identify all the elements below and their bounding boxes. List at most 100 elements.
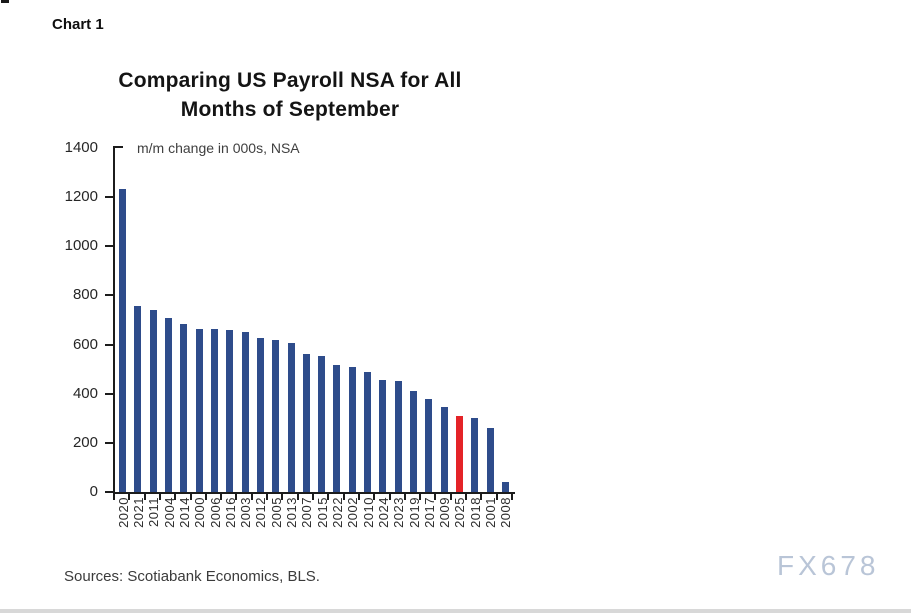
x-axis-tick — [250, 494, 253, 500]
bar-2013 — [287, 343, 295, 492]
x-axis-tick — [128, 494, 131, 500]
y-axis-tick — [105, 343, 113, 346]
x-axis-tick — [143, 494, 146, 500]
bar-2015 — [318, 356, 326, 492]
bar-2012 — [256, 338, 264, 492]
bar-2017 — [425, 399, 433, 492]
x-axis-label-2012: 2012 — [253, 497, 269, 528]
x-axis-tick — [204, 494, 207, 500]
x-axis-label-2011: 2011 — [146, 497, 162, 527]
bar-2005 — [272, 340, 280, 492]
x-axis-tick — [403, 494, 406, 500]
chart-title-line-2: Months of September — [180, 98, 400, 121]
x-axis-tick — [113, 494, 115, 500]
y-axis-label: 1000 — [64, 237, 98, 255]
bar-2020 — [119, 189, 127, 492]
x-axis-tick — [220, 494, 223, 500]
x-axis-tick — [357, 494, 360, 500]
bar-2016 — [226, 330, 234, 492]
x-axis-label-2004: 2004 — [161, 497, 177, 528]
y-axis-tick — [105, 491, 113, 493]
x-axis-tick — [342, 494, 345, 500]
y-axis-label: 1200 — [64, 188, 98, 206]
x-axis-label-2019: 2019 — [406, 497, 422, 528]
x-axis-tick — [296, 494, 299, 500]
x-axis-label-2007: 2007 — [299, 497, 315, 528]
x-axis-label-2023: 2023 — [391, 497, 407, 528]
x-axis-label-2015: 2015 — [314, 497, 330, 528]
x-axis-tick — [373, 494, 376, 500]
bar-2008 — [501, 482, 509, 492]
bottom-divider — [0, 609, 911, 613]
x-axis-tick — [511, 494, 513, 500]
y-axis-tick — [105, 392, 113, 395]
x-axis-label-2003: 2003 — [238, 497, 254, 528]
y-axis-label: 800 — [72, 286, 98, 304]
x-axis-tick — [434, 494, 437, 500]
x-axis-tick — [235, 494, 238, 500]
x-axis-label-2006: 2006 — [207, 497, 223, 528]
x-axis-tick — [158, 494, 161, 500]
scan-artifact-mark — [1, 0, 9, 3]
y-axis-label: 1400 — [64, 139, 98, 156]
x-axis-label-2000: 2000 — [192, 497, 208, 528]
bar-2019 — [410, 391, 417, 492]
y-axis-label: 600 — [72, 335, 98, 353]
x-axis-tick — [281, 494, 284, 500]
sources-note: Sources: Scotiabank Economics, BLS. — [64, 568, 320, 585]
bar-2004 — [165, 318, 173, 492]
x-axis-label-2010: 2010 — [360, 497, 376, 528]
x-axis-label-2014: 2014 — [176, 497, 192, 528]
y-axis-tick — [105, 196, 113, 199]
x-axis-label-2017: 2017 — [421, 497, 437, 528]
chart-title-line-1: Comparing US Payroll NSA for All — [118, 69, 462, 92]
y-axis-label: 0 — [89, 483, 98, 500]
chart-number-label: Chart 1 — [52, 16, 104, 33]
x-axis-label-2020: 2020 — [115, 497, 131, 528]
bar-2002 — [348, 367, 356, 492]
x-axis-tick — [480, 494, 483, 500]
x-axis-label-2018: 2018 — [467, 497, 483, 528]
x-axis-label-2022: 2022 — [329, 497, 345, 528]
bar-2014 — [180, 324, 188, 492]
bar-2021 — [134, 306, 142, 492]
bar-2006 — [211, 329, 218, 492]
x-axis-tick — [174, 494, 177, 500]
x-axis-label-2013: 2013 — [284, 497, 300, 528]
bar-2009 — [440, 407, 448, 492]
x-axis-label-2024: 2024 — [375, 497, 391, 528]
x-axis-label-2008: 2008 — [498, 497, 514, 528]
x-axis-label-2001: 2001 — [483, 497, 499, 528]
x-axis-tick — [266, 494, 269, 500]
y-axis-tick — [105, 245, 113, 248]
x-axis-line — [113, 492, 515, 494]
x-axis-label-2009: 2009 — [437, 497, 453, 528]
x-axis-label-2016: 2016 — [222, 497, 238, 528]
x-axis-tick — [419, 494, 422, 500]
bar-2025 — [455, 416, 463, 492]
x-axis-label-2021: 2021 — [130, 497, 146, 528]
x-axis-tick — [189, 494, 192, 500]
x-axis-tick — [327, 494, 330, 500]
bar-2003 — [241, 332, 249, 492]
y-axis-top-hook — [113, 146, 123, 148]
x-axis-tick — [465, 494, 468, 500]
y-axis-tick — [105, 441, 113, 444]
chart-title: Comparing US Payroll NSA for All Months … — [50, 66, 530, 124]
y-axis-tick — [105, 294, 113, 297]
bar-2001 — [486, 428, 494, 492]
x-axis-label-2005: 2005 — [268, 497, 284, 528]
x-axis-label-2002: 2002 — [345, 497, 361, 528]
x-axis-tick — [388, 494, 391, 500]
axis-note: m/m change in 000s, NSA — [137, 140, 300, 156]
y-axis-label: 400 — [72, 384, 98, 402]
bar-2018 — [471, 418, 479, 492]
bar-2007 — [302, 354, 310, 492]
bar-2000 — [195, 329, 203, 492]
bar-2023 — [394, 381, 402, 492]
x-axis-tick — [312, 494, 314, 500]
bar-2024 — [379, 380, 387, 492]
y-axis-label: 200 — [72, 433, 98, 451]
x-axis-tick — [449, 494, 452, 500]
